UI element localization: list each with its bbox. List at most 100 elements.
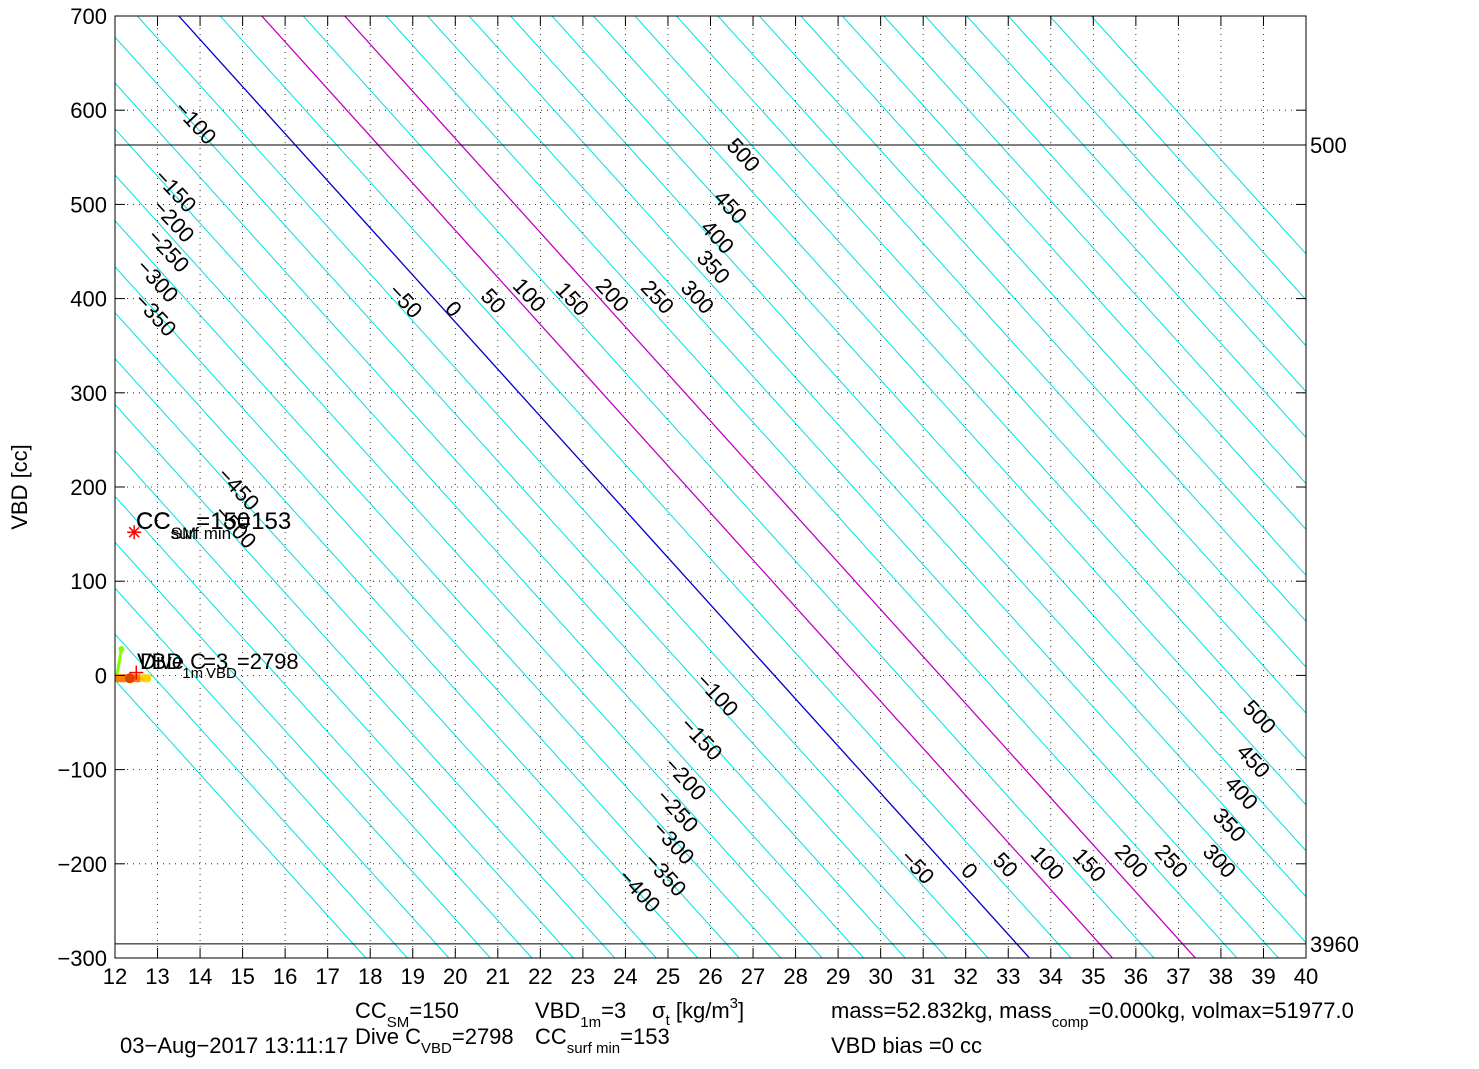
y-tick-label: 200	[70, 475, 107, 500]
reference-lines: 500 3960	[115, 133, 1359, 957]
density-line	[115, 633, 408, 958]
y-tick-label: −100	[57, 758, 107, 783]
vbd-annotation-a-value: =3	[203, 649, 228, 674]
footer-cc-sm-sub: SM	[387, 1014, 410, 1031]
footer-dive-c: Dive CVBD=2798	[355, 1024, 514, 1057]
density-line	[115, 679, 367, 958]
vbd-annotation-a-main: VBD	[137, 649, 182, 674]
footer-timestamp: 03−Aug−2017 13:11:17	[120, 1033, 348, 1058]
x-tick-label: 37	[1166, 964, 1190, 989]
density-line	[593, 16, 1306, 806]
density-line	[924, 16, 1306, 439]
x-tick-label: 28	[783, 964, 807, 989]
x-tick-label: 27	[741, 964, 765, 989]
x-tick-label: 33	[996, 964, 1020, 989]
y-tick-label: 700	[70, 4, 107, 29]
density-line	[115, 36, 947, 958]
density-line	[841, 16, 1306, 531]
y-tick-label: 300	[70, 381, 107, 406]
footer-mass-main: mass=52.832kg, mass	[831, 998, 1052, 1023]
footer-cc-sm-value: =150	[409, 998, 459, 1023]
x-axis-label-main: σ	[652, 998, 666, 1023]
density-line	[510, 16, 1306, 898]
x-tick-label: 22	[528, 964, 552, 989]
y-tick-label: −200	[57, 852, 107, 877]
density-line	[385, 16, 1238, 958]
x-tick-label: 24	[613, 964, 637, 989]
cc-annotation-a-sub: SM	[171, 524, 197, 543]
density-line	[1049, 16, 1306, 301]
footer-mass: mass=52.832kg, masscomp=0.000kg, volmax=…	[831, 998, 1354, 1031]
x-axis-label-sup: 3	[730, 995, 738, 1012]
data-markers	[115, 525, 152, 684]
density-line	[115, 220, 782, 958]
footer-dive-c-value: =2798	[452, 1024, 514, 1049]
x-tick-label: 25	[656, 964, 680, 989]
x-tick-label: 19	[401, 964, 425, 989]
density-line	[219, 16, 1072, 958]
x-tick-label: 14	[188, 964, 212, 989]
footer-vbd1m-main: VBD	[535, 998, 580, 1023]
x-tick-label: 38	[1209, 964, 1233, 989]
cc-annotation-a: CCSM=150	[136, 508, 250, 543]
density-line	[178, 16, 1031, 958]
density-line	[468, 16, 1306, 944]
x-tick-label: 23	[571, 964, 595, 989]
reference-line-label: 3960	[1310, 932, 1359, 957]
x-axis-label: σt [kg/m3]	[652, 995, 744, 1029]
density-line	[115, 541, 491, 958]
x-tick-label: 40	[1294, 964, 1318, 989]
density-line	[344, 16, 1196, 958]
vbd-annotation-a-sub: 1m	[182, 665, 203, 682]
x-tick-label: 12	[103, 964, 127, 989]
cc-annotation-a-value: =150	[196, 508, 250, 535]
y-tick-label: 400	[70, 287, 107, 312]
y-tick-label: −300	[57, 946, 107, 971]
density-line	[115, 128, 864, 958]
data-blob-green	[115, 648, 123, 675]
density-line	[115, 449, 574, 958]
x-tick-label: 18	[358, 964, 382, 989]
x-tick-label: 32	[953, 964, 977, 989]
density-line	[115, 266, 740, 958]
footer-vbd-bias: VBD bias =0 cc	[831, 1033, 982, 1058]
vbd-annotation-b-main: Dive C	[140, 649, 206, 674]
density-lines	[115, 16, 1306, 958]
cc-sm-marker	[127, 525, 142, 540]
footer-dive-c-sub: VBD	[421, 1040, 452, 1057]
footer-cc-surf: CCsurf min=153	[535, 1024, 670, 1057]
footer-mass-rest: =0.000kg, volmax=51977.0	[1088, 998, 1353, 1023]
x-tick-label: 13	[145, 964, 169, 989]
density-line	[800, 16, 1306, 577]
density-line	[1090, 16, 1306, 255]
cc-annotation-b: CCsurf min =153	[136, 508, 291, 543]
y-tick-label: 100	[70, 569, 107, 594]
x-tick-label: 26	[698, 964, 722, 989]
density-line	[883, 16, 1306, 485]
density-line	[261, 16, 1113, 958]
vbd-annotation-a: VBD1m=3	[137, 649, 228, 682]
cc-annotation-b-main: CC	[136, 508, 171, 535]
data-blob-green-dot	[118, 646, 125, 653]
cc-annotation-a-main: CC	[136, 508, 171, 535]
x-tick-label: 20	[443, 964, 467, 989]
footer-cc-surf-main: CC	[535, 1024, 567, 1049]
vbd-annotation-b-sub: VBD	[206, 665, 237, 682]
y-axis-label: VBD [cc]	[7, 444, 32, 530]
x-tick-label: 36	[1124, 964, 1148, 989]
footer-vbd1m: VBD1m=3	[535, 998, 626, 1031]
density-line	[759, 16, 1306, 622]
density-line	[115, 311, 699, 958]
x-tick-label: 35	[1081, 964, 1105, 989]
density-line	[634, 16, 1306, 760]
x-tick-label: 17	[315, 964, 339, 989]
density-line	[115, 174, 823, 958]
footer-cc-surf-value: =153	[620, 1024, 670, 1049]
y-tick-label: 500	[70, 192, 107, 217]
cc-annotation-b-value: =153	[237, 508, 291, 535]
footer-cc-surf-sub: surf min	[567, 1040, 620, 1057]
density-line	[551, 16, 1306, 852]
density-line	[676, 16, 1306, 714]
footer-vbd1m-value: =3	[601, 998, 626, 1023]
footer-cc-sm: CCSM=150	[355, 998, 459, 1031]
